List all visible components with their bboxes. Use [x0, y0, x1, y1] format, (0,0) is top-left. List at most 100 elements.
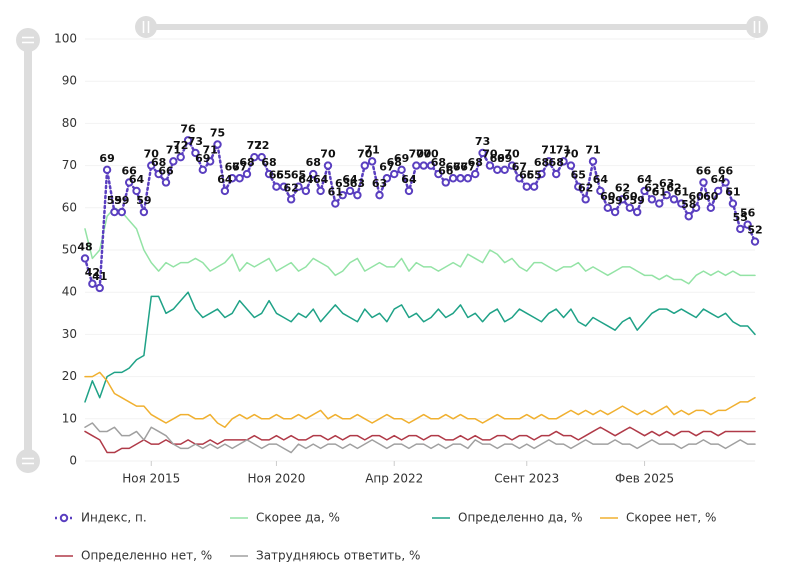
data-label: 58 [681, 198, 696, 211]
point [662, 190, 671, 200]
data-label: 64 [637, 173, 653, 186]
point [426, 161, 436, 170]
data-label: 70 [504, 148, 520, 161]
point [161, 178, 171, 187]
data-label: 71 [364, 143, 379, 156]
point [677, 199, 686, 208]
x-slider-track[interactable] [145, 24, 760, 30]
point [706, 203, 716, 213]
point [191, 148, 200, 158]
y-slider-top-handle[interactable] [16, 28, 40, 52]
legend-item[interactable]: Скорее да, % [230, 511, 340, 525]
data-label: 61 [725, 186, 740, 199]
point [471, 169, 480, 179]
point [596, 186, 605, 196]
data-label: 70 [144, 148, 160, 161]
point [213, 140, 222, 149]
point [294, 182, 303, 191]
data-label: 63 [350, 177, 365, 190]
point [301, 186, 311, 196]
data-label: 70 [409, 148, 425, 161]
data-label: 71 [203, 143, 218, 156]
data-label: 72 [254, 139, 269, 152]
x-tick-label: Апр 2022 [365, 472, 423, 486]
point [279, 182, 288, 191]
data-label: 75 [210, 127, 225, 140]
point [456, 174, 465, 183]
data-label: 64 [298, 173, 314, 186]
y-tick-label: 0 [69, 454, 77, 468]
point [581, 195, 590, 204]
data-label: 67 [225, 160, 240, 173]
point [419, 161, 428, 170]
legend-item[interactable]: Скорее нет, % [600, 511, 716, 525]
y-slider-track[interactable] [24, 40, 32, 462]
data-label: 64 [401, 173, 417, 186]
x-tick-label: Сент 2023 [494, 472, 559, 486]
x-slider-start-handle[interactable] [135, 16, 157, 38]
point [272, 182, 281, 191]
data-label: 64 [217, 173, 233, 186]
series [84, 422, 756, 454]
y-tick-label: 10 [62, 411, 77, 425]
legend-label: Затрудняюсь ответить, % [256, 549, 420, 563]
data-label: 71 [585, 143, 600, 156]
data-label: 66 [438, 164, 454, 177]
data-label: 69 [490, 152, 505, 165]
point [88, 279, 97, 288]
point [736, 224, 745, 234]
data-label: 69 [497, 152, 512, 165]
series-line [84, 422, 756, 454]
data-label: 71 [541, 143, 556, 156]
data-label: 71 [166, 143, 181, 156]
point [566, 161, 576, 170]
legend-item[interactable]: Затрудняюсь ответить, % [230, 549, 420, 563]
data-label: 63 [372, 177, 387, 190]
y-tick-label: 100 [54, 32, 77, 46]
y-slider-bottom-handle[interactable] [16, 449, 40, 473]
data-label: 68 [431, 156, 446, 169]
point [647, 195, 657, 204]
point [323, 161, 333, 170]
data-label: 56 [740, 207, 756, 220]
x-tick-label: Фев 2025 [615, 472, 674, 486]
point [124, 178, 134, 187]
point [205, 157, 215, 166]
point [537, 169, 546, 179]
data-label: 65 [269, 169, 284, 182]
point [669, 195, 679, 204]
data-label: 60 [600, 190, 616, 203]
point [147, 161, 156, 170]
data-label: 69 [394, 152, 409, 165]
data-label: 76 [180, 122, 196, 135]
data-label: 62 [615, 181, 630, 194]
series [84, 291, 756, 403]
data-label: 70 [482, 148, 498, 161]
point [544, 157, 554, 166]
point [367, 157, 377, 166]
data-label: 67 [460, 160, 475, 173]
data-label: 60 [688, 190, 704, 203]
point [721, 178, 730, 187]
point [699, 178, 708, 187]
point [618, 195, 627, 204]
legend-item[interactable]: Определенно нет, % [55, 549, 212, 563]
x-slider-end-handle[interactable] [746, 16, 768, 38]
point [515, 174, 524, 183]
data-label: 65 [276, 169, 291, 182]
legend-item[interactable]: Определенно да, % [432, 511, 583, 525]
point [198, 165, 208, 175]
point [235, 174, 244, 183]
point [397, 165, 406, 175]
data-label: 70 [320, 148, 336, 161]
point [139, 207, 149, 217]
data-label: 70 [416, 148, 432, 161]
data-label: 66 [718, 164, 734, 177]
data-label: 73 [475, 135, 490, 148]
data-label: 64 [593, 173, 609, 186]
legend-item[interactable]: Индекс, п. [55, 511, 147, 525]
point [713, 186, 723, 196]
point [603, 203, 612, 213]
point [404, 186, 414, 196]
